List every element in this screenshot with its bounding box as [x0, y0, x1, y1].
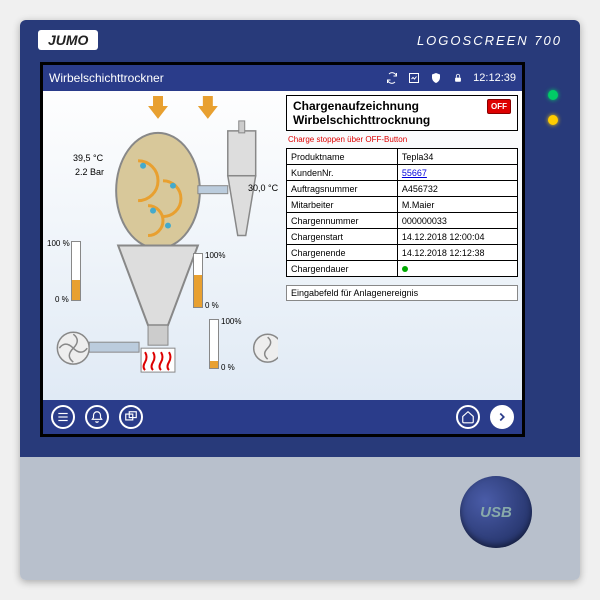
table-key: Auftragsnummer — [287, 181, 398, 197]
off-button[interactable]: OFF — [487, 99, 511, 114]
batch-panel: Chargenaufzeichnung Wirbelschichttrocknu… — [286, 95, 518, 301]
temp-left: 39,5 °C — [73, 153, 103, 163]
next-icon[interactable] — [490, 405, 514, 429]
gauge-right-top: 100% — [221, 317, 241, 326]
alarm-icon[interactable] — [85, 405, 109, 429]
table-value: 14.12.2018 12:12:38 — [397, 245, 517, 261]
led-yellow — [548, 115, 558, 125]
sync-icon[interactable] — [385, 71, 399, 85]
table-key: KundenNr. — [287, 165, 398, 181]
table-value: 14.12.2018 12:00:04 — [397, 229, 517, 245]
batch-warning: Charge stoppen über OFF-Button — [286, 131, 518, 148]
lock-icon[interactable] — [451, 71, 465, 85]
screens-icon[interactable] — [119, 405, 143, 429]
table-row: ProduktnameTepla34 — [287, 149, 518, 165]
clock-time: 12:12:39 — [473, 72, 516, 84]
gauge-mid-top: 100% — [205, 251, 225, 260]
home-icon[interactable] — [456, 405, 480, 429]
screen: Wirbelschichttrockner 12:12:39 — [43, 65, 522, 434]
titlebar-status: 12:12:39 — [385, 71, 516, 85]
table-key: Mitarbeiter — [287, 197, 398, 213]
table-value — [397, 261, 517, 277]
table-row: AuftragsnummerA456732 — [287, 181, 518, 197]
table-value: 55667 — [397, 165, 517, 181]
table-value: M.Maier — [397, 197, 517, 213]
led-green — [548, 90, 558, 100]
batch-title-2: Wirbelschichttrocknung — [293, 113, 430, 127]
table-value: A456732 — [397, 181, 517, 197]
bottombar — [43, 400, 522, 434]
event-input[interactable]: Eingabefeld für Anlagenereignis — [286, 285, 518, 301]
table-row: Chargenende14.12.2018 12:12:38 — [287, 245, 518, 261]
table-row: Chargendauer — [287, 261, 518, 277]
pressure-left: 2.2 Bar — [75, 167, 104, 177]
model-name: LOGOSCREEN 700 — [417, 33, 562, 48]
screen-frame: Wirbelschichttrockner 12:12:39 — [40, 62, 525, 437]
titlebar: Wirbelschichttrockner 12:12:39 — [43, 65, 522, 91]
table-key: Chargenende — [287, 245, 398, 261]
table-value: Tepla34 — [397, 149, 517, 165]
device-bezel: JUMO LOGOSCREEN 700 Wirbelschichttrockne… — [20, 20, 580, 580]
usb-port[interactable]: USB — [460, 476, 532, 548]
table-row: KundenNr.55667 — [287, 165, 518, 181]
shield-icon — [429, 71, 443, 85]
brand-logo: JUMO — [38, 30, 98, 50]
gauge-right — [209, 319, 219, 369]
batch-header: Chargenaufzeichnung Wirbelschichttrocknu… — [286, 95, 518, 131]
table-key: Chargenstart — [287, 229, 398, 245]
table-row: MitarbeiterM.Maier — [287, 197, 518, 213]
content-area: 39,5 °C 2.2 Bar 30,0 °C 100 % 0 % 100% 0… — [43, 91, 522, 400]
page-title: Wirbelschichttrockner — [49, 71, 164, 85]
table-value: 000000033 — [397, 213, 517, 229]
gauge-left-bot: 0 % — [55, 295, 69, 304]
table-row: Chargennummer000000033 — [287, 213, 518, 229]
table-key: Chargennummer — [287, 213, 398, 229]
table-key: Chargendauer — [287, 261, 398, 277]
gauge-mid — [193, 253, 203, 308]
chart-icon[interactable] — [407, 71, 421, 85]
table-row: Chargenstart14.12.2018 12:00:04 — [287, 229, 518, 245]
usb-label: USB — [480, 504, 512, 521]
batch-table: ProduktnameTepla34KundenNr.55667Auftrags… — [286, 148, 518, 277]
table-key: Produktname — [287, 149, 398, 165]
temp-right: 30,0 °C — [248, 183, 278, 193]
gauge-left-top: 100 % — [47, 239, 70, 248]
gauge-mid-bot: 0 % — [205, 301, 219, 310]
gauge-right-bot: 0 % — [221, 363, 235, 372]
batch-title-1: Chargenaufzeichnung — [293, 99, 430, 113]
gauge-left — [71, 241, 81, 301]
brand-bar: JUMO LOGOSCREEN 700 — [20, 20, 580, 60]
menu-icon[interactable] — [51, 405, 75, 429]
